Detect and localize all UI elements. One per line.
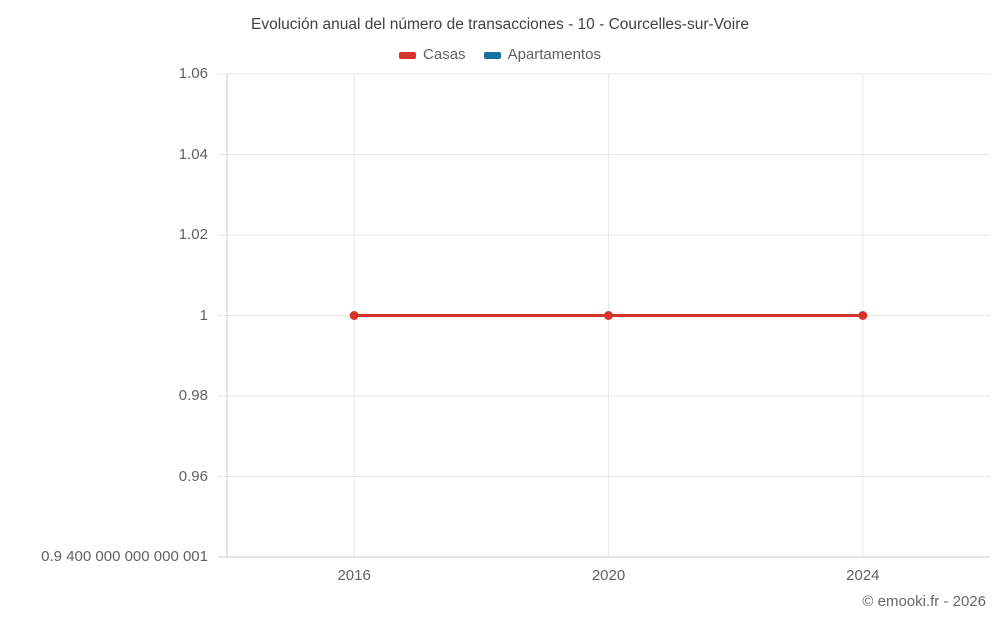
x-tick-label: 2020: [591, 567, 626, 584]
x-tick-label: 2016: [337, 567, 371, 584]
y-tick-label: 1.06: [178, 65, 208, 82]
casas-data-point[interactable]: [349, 311, 359, 320]
apartamentos-series-swatch-icon: [483, 51, 501, 59]
y-tick-label: 0.98: [178, 387, 208, 404]
chart-title: Evolución anual del número de transaccio…: [251, 16, 749, 33]
y-tick-label: 1: [199, 306, 208, 324]
y-tick-label: 1.04: [178, 145, 208, 163]
x-tick-label: 2024: [846, 567, 880, 584]
legend-item-apartamentos[interactable]: Apartamentos: [483, 46, 601, 64]
casas-series-swatch-icon: [399, 51, 417, 59]
y-tick-label: 0.9 400 000 000 000 001: [41, 548, 208, 565]
legend-label-casas: Casas: [423, 46, 466, 63]
casas-data-point[interactable]: [604, 311, 613, 320]
legend-label-apartamentos: Apartamentos: [507, 46, 601, 63]
casas-data-point[interactable]: [858, 311, 868, 320]
copyright: © emooki.fr - 2026: [862, 593, 986, 610]
y-tick-label: 0.96: [178, 467, 208, 485]
legend: Casas Apartamentos: [0, 46, 1000, 64]
y-tick-label: 1.02: [178, 226, 208, 243]
legend-item-casas[interactable]: Casas: [399, 46, 466, 64]
